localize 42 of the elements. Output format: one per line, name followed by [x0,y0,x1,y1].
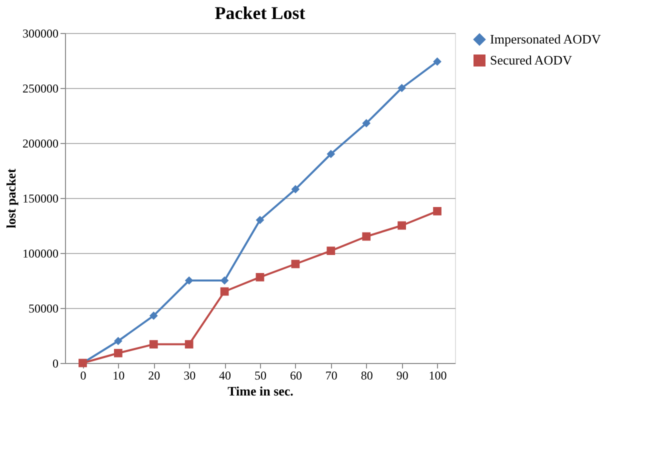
y-tick-label: 50000 [28,302,58,316]
point [184,276,194,285]
point [433,207,442,216]
y-tick-label: 150000 [22,192,58,206]
x-tick-label: 70 [325,368,338,382]
point [362,232,371,241]
point [326,150,336,158]
point [149,340,158,348]
point [326,246,336,255]
point [398,221,406,230]
x-tick-label: 60 [290,368,302,382]
x-tick-label: 0 [80,368,86,382]
point [149,312,158,320]
x-tick-label: 50 [254,368,266,382]
y-tick-label: 100000 [22,246,58,260]
y-tick-label: 300000 [22,26,58,40]
y-tick-label: 200000 [22,136,58,150]
point [256,216,264,224]
x-tick-label: 80 [360,368,373,382]
point [114,336,122,346]
legend-label: Secured AODV [490,52,573,68]
x-tick-label: 90 [396,368,408,382]
y-tick-label: 0 [52,356,58,370]
point [291,260,300,268]
point [398,84,406,92]
legend-label: Impersonated AODV [490,32,602,46]
y-tick-label: 250000 [22,82,58,96]
y-axis-title: lost packet [4,168,18,228]
point [256,273,264,282]
point [362,119,371,128]
x-tick-label: 40 [219,368,232,382]
x-axis-title: Time in sec. [228,384,294,398]
point [220,287,229,296]
x-tick-label: 100 [428,368,447,382]
point [114,348,122,358]
x-tick-label: 10 [112,368,125,382]
point [291,185,300,194]
x-tick-label: 20 [148,368,160,382]
point [184,340,194,348]
point [433,57,442,66]
chart-title: Packet Lost [214,3,306,23]
x-tick-label: 30 [184,368,196,382]
